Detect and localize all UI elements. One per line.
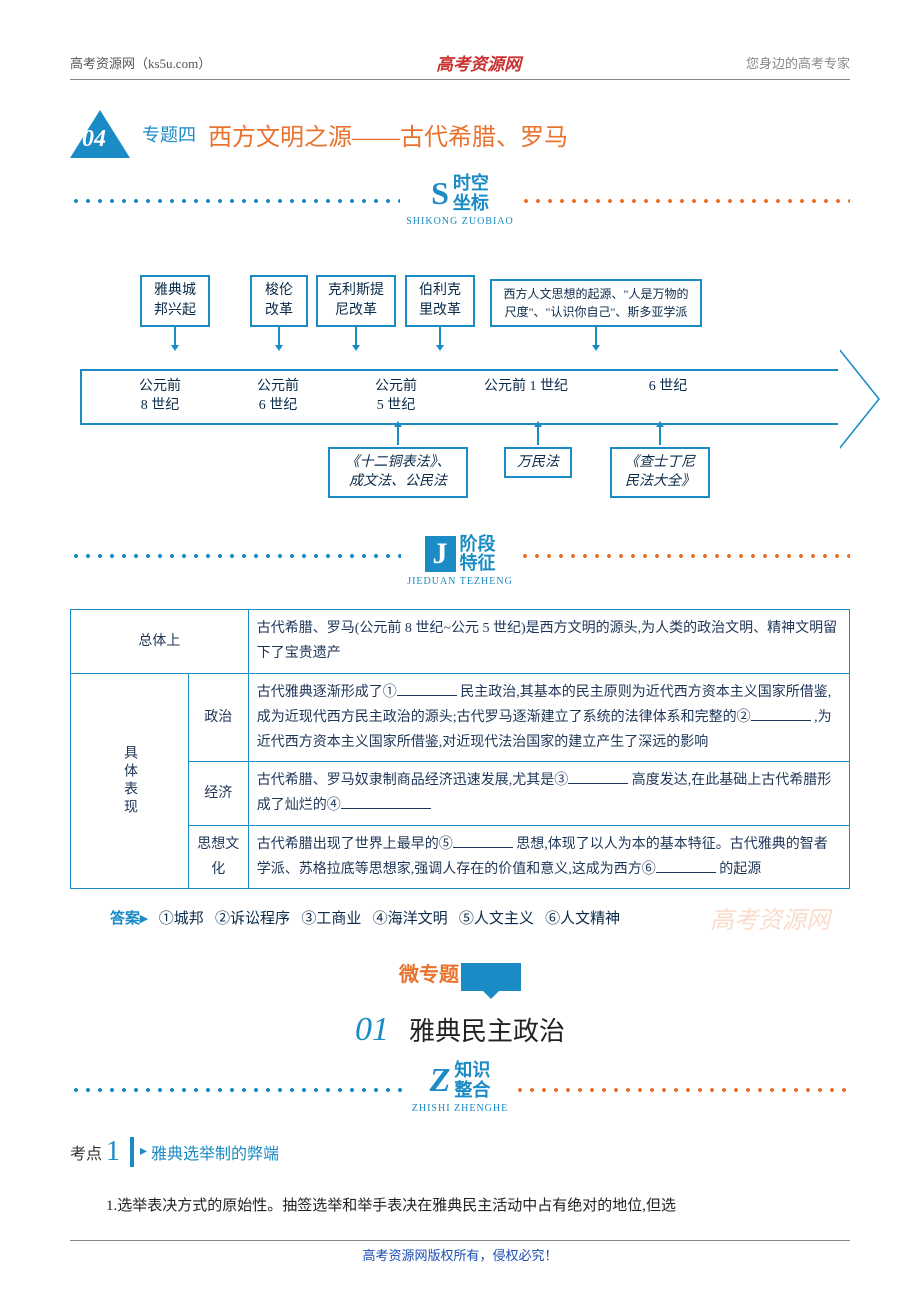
timeline-date: 6 世纪 [628, 377, 708, 397]
blank-field [656, 857, 716, 872]
table-row: 思想文化 古代希腊出现了世界上最早的⑤ 思想,体现了以人为本的基本特征。古代雅典… [71, 825, 850, 888]
connector-icon [537, 425, 539, 445]
timeline-bottom-box: 万民法 [504, 447, 572, 479]
section-z-letter: Z [430, 1062, 451, 1100]
watermark: 高考资源网 [710, 900, 830, 935]
section-z-chinese2: 整合 [454, 1081, 490, 1101]
timeline-top-box: 梭伦 改革 [250, 275, 308, 326]
section-01-number: 01 [355, 1011, 389, 1048]
topic-badge-number: 04 [82, 126, 106, 153]
connector-icon [355, 327, 357, 347]
row-text: 古代希腊、罗马奴隶制商品经济迅速发展,尤其是③ 高度发达,在此基础上古代希腊形成… [248, 762, 849, 825]
answer-item: ②诉讼程序 [215, 911, 290, 927]
row-label: 经济 [188, 762, 248, 825]
row-label: 政治 [188, 673, 248, 762]
connector-icon [439, 327, 441, 347]
answer-item: ⑤人文主义 [459, 911, 534, 927]
section-z-chinese1: 知识 [454, 1061, 490, 1081]
timeline-date: 公元前 8 世纪 [120, 377, 200, 416]
kaodian-row: 考点 1 ▸ 雅典选举制的弊端 [70, 1136, 850, 1168]
page-header: 高考资源网（ks5u.com） 高考资源网 您身边的高考专家 [70, 50, 850, 80]
topic-badge-icon: 04 [70, 110, 130, 158]
section-j-letter: J [425, 536, 456, 572]
section-j-pinyin: JIEDUAN TEZHENG [407, 576, 513, 587]
section-01-text: 雅典民主政治 [409, 1017, 565, 1046]
vertical-label: 具体表现 [71, 673, 189, 888]
answer-item: ①城邦 [159, 911, 204, 927]
connector-icon [278, 327, 280, 347]
timeline-bottom-box: 《查士丁尼 民法大全》 [610, 447, 710, 498]
table-row: 总体上 古代希腊、罗马(公元前 8 世纪~公元 5 世纪)是西方文明的源头,为人… [71, 610, 850, 673]
section-s-letter: S [431, 175, 449, 212]
kaodian-label: 考点 [70, 1140, 102, 1164]
timeline-date: 公元前 6 世纪 [238, 377, 318, 416]
blank-field [453, 832, 513, 847]
section-j-divider: J 阶段 特征 JIEDUAN TEZHENG [70, 517, 850, 596]
section-z-pinyin: ZHISHI ZHENGHE [412, 1103, 509, 1114]
row-label: 思想文化 [188, 825, 248, 888]
micro-topic-badge: 微专题 [70, 958, 850, 991]
section-01-title: 01 雅典民主政治 [70, 1011, 850, 1049]
row-text: 古代希腊、罗马(公元前 8 世纪~公元 5 世纪)是西方文明的源头,为人类的政治… [248, 610, 849, 673]
row-text: 古代雅典逐渐形成了① 民主政治,其基本的民主原则为近代西方资本主义国家所借鉴,成… [248, 673, 849, 762]
body-paragraph: 1.选举表决方式的原始性。抽签选举和举手表决在雅典民主活动中占有绝对的地位,但选 [76, 1192, 844, 1221]
blank-field [341, 794, 431, 809]
timeline-date: 公元前 1 世纪 [466, 377, 586, 397]
section-z-divider: Z 知识 整合 ZHISHI ZHENGHE [70, 1057, 850, 1122]
micro-box-icon [461, 963, 521, 991]
section-j-chinese2: 特征 [460, 554, 496, 574]
blank-field [751, 705, 811, 720]
topic-label: 专题四 [142, 121, 196, 147]
timeline-bottom-box: 《十二铜表法》、 成文法、公民法 [328, 447, 468, 498]
section-s-chinese2: 坐标 [453, 194, 489, 214]
answer-item: ③工商业 [301, 911, 361, 927]
header-right: 您身边的高考专家 [746, 53, 850, 72]
kaodian-number: 1 [106, 1136, 120, 1168]
header-left: 高考资源网（ks5u.com） [70, 53, 211, 72]
table-row: 经济 古代希腊、罗马奴隶制商品经济迅速发展,尤其是③ 高度发达,在此基础上古代希… [71, 762, 850, 825]
answer-item: ⑥人文精神 [545, 911, 620, 927]
timeline-top-box: 伯利克 里改革 [405, 275, 475, 326]
timeline-top-box: 克利斯提 尼改革 [316, 275, 396, 326]
answer-item: ④海洋文明 [373, 911, 448, 927]
timeline-axis: 公元前 8 世纪公元前 6 世纪公元前 5 世纪 公元前 1 世纪 6 世纪 [80, 369, 840, 425]
section-s-pinyin: SHIKONG ZUOBIAO [406, 216, 514, 227]
answer-label: 答案▸ [110, 911, 148, 927]
chevron-right-icon: ▸ [140, 1143, 147, 1160]
row-text: 古代希腊出现了世界上最早的⑤ 思想,体现了以人为本的基本特征。古代雅典的智者学派… [248, 825, 849, 888]
blank-field [568, 769, 628, 784]
page-footer: 高考资源网版权所有，侵权必究！ [70, 1240, 850, 1264]
connector-icon [397, 425, 399, 445]
connector-icon [174, 327, 176, 347]
blank-field [397, 680, 457, 695]
timeline-top-box: 雅典城 邦兴起 [140, 275, 210, 326]
timeline-top-box: 西方人文思想的起源、"人是万物的尺度"、"认识你自己"、斯多亚学派 [490, 279, 702, 327]
topic-title: 西方文明之源——古代希腊、罗马 [208, 117, 568, 152]
topic-title-row: 04 专题四 西方文明之源——古代希腊、罗马 [70, 110, 850, 158]
connector-icon [595, 327, 597, 347]
feature-table: 总体上 古代希腊、罗马(公元前 8 世纪~公元 5 世纪)是西方文明的源头,为人… [70, 609, 850, 889]
kaodian-text: 雅典选举制的弊端 [151, 1140, 279, 1164]
kaodian-separator-icon [130, 1137, 134, 1167]
row-label: 总体上 [71, 610, 249, 673]
connector-icon [659, 425, 661, 445]
timeline-diagram: 雅典城 邦兴起梭伦 改革克利斯提 尼改革伯利克 里改革西方人文思想的起源、"人是… [80, 255, 840, 507]
section-s-divider: S 时空 坐标 SHIKONG ZUOBIAO [70, 168, 850, 235]
header-center: 高考资源网 [436, 50, 521, 75]
section-s-chinese1: 时空 [453, 174, 489, 194]
micro-topic-label: 微专题 [399, 958, 459, 987]
table-row: 具体表现 政治 古代雅典逐渐形成了① 民主政治,其基本的民主原则为近代西方资本主… [71, 673, 850, 762]
timeline-date: 公元前 5 世纪 [356, 377, 436, 416]
section-j-chinese1: 阶段 [460, 535, 496, 555]
